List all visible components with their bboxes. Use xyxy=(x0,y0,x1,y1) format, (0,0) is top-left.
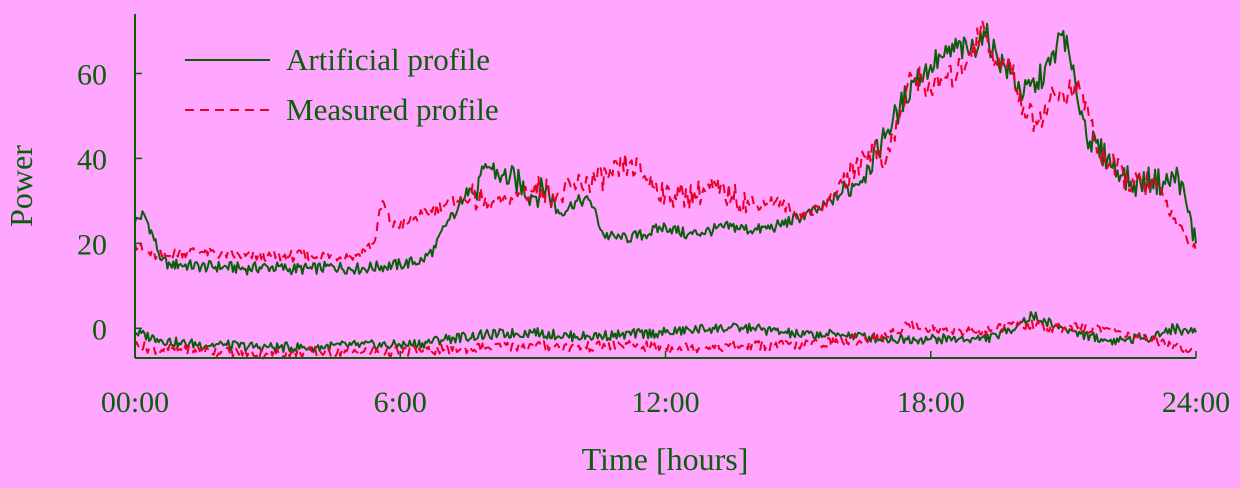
series-line xyxy=(134,311,1197,354)
y-axis-title: Power xyxy=(3,145,39,227)
x-tick-label: 12:00 xyxy=(631,386,699,419)
y-tick-label: 0 xyxy=(92,313,107,346)
legend-label: Artificial profile xyxy=(286,42,490,77)
x-tick-label: 24:00 xyxy=(1162,386,1230,419)
series-line xyxy=(134,19,1197,263)
x-tick-label: 6:00 xyxy=(374,386,427,419)
y-tick-label: 40 xyxy=(77,143,107,176)
legend-label: Measured profile xyxy=(286,92,499,127)
series-layer xyxy=(134,19,1197,360)
series-line xyxy=(134,22,1197,276)
series-line xyxy=(134,319,1197,360)
ticks: 00:00 6:00 12:00 18:00 24:00 0 20 40 60 xyxy=(77,58,1230,419)
y-tick-label: 20 xyxy=(77,228,107,261)
x-tick-label: 18:00 xyxy=(897,386,965,419)
legend: Artificial profile Measured profile xyxy=(185,42,499,127)
x-axis-title: Time [hours] xyxy=(582,441,749,477)
x-tick-label: 00:00 xyxy=(101,386,169,419)
y-tick-label: 60 xyxy=(77,58,107,91)
